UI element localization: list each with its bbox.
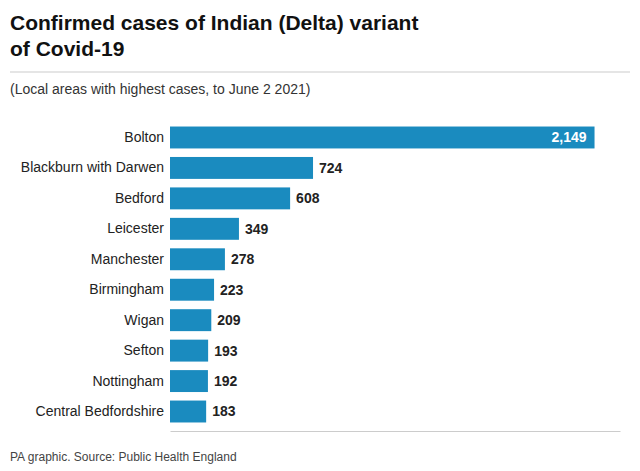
bar <box>170 370 208 392</box>
data-label: 349 <box>245 221 269 237</box>
tick-label: Sefton <box>124 342 164 358</box>
data-label: 192 <box>214 373 238 389</box>
bar <box>170 279 214 301</box>
bar <box>170 127 595 149</box>
divider <box>10 71 630 72</box>
bar <box>170 340 208 362</box>
tick: Wigan <box>124 312 170 328</box>
tick: Manchester <box>91 251 170 267</box>
tick-label: Bedford <box>115 190 164 206</box>
data-label: 209 <box>217 312 241 328</box>
bar <box>170 248 225 270</box>
data-label: 223 <box>220 282 244 298</box>
data-label: 278 <box>231 251 255 267</box>
tick: Birmingham <box>89 281 170 297</box>
plot: Bolton Blackburn with Darwen Bedford Leices… <box>21 127 621 432</box>
data-label: 608 <box>296 190 320 206</box>
chart: Confirmed cases of Indian (Delta) varian… <box>0 0 640 471</box>
data-label: 193 <box>214 343 238 359</box>
data-labels: 183 192 193 209 223 278 349 608 724 2,149 <box>212 129 587 419</box>
bar <box>170 187 290 209</box>
tick: Central Bedfordshire <box>36 403 170 419</box>
x-axis <box>171 431 621 432</box>
bar <box>170 157 313 179</box>
tick: Blackburn with Darwen <box>21 159 170 175</box>
footer: PA graphic. Source: Public Health Englan… <box>10 450 237 464</box>
tick: Bolton <box>124 129 170 145</box>
y-axis: Bolton Blackburn with Darwen Bedford Leices… <box>21 129 170 419</box>
bar <box>170 309 211 331</box>
tick-label: Blackburn with Darwen <box>21 159 164 175</box>
title: of Covid-19 <box>10 37 124 60</box>
axis-line <box>171 431 621 432</box>
data-label: 2,149 <box>551 129 586 145</box>
data-label: 183 <box>212 403 236 419</box>
tick-label: Nottingham <box>92 373 164 389</box>
bars <box>170 127 595 423</box>
tick: Bedford <box>115 190 170 206</box>
tick-label: Manchester <box>91 251 164 267</box>
tick: Sefton <box>124 342 170 358</box>
subtitle: (Local areas with highest cases, to June… <box>10 81 310 97</box>
tick: Leicester <box>107 220 170 236</box>
tick: Nottingham <box>92 373 170 389</box>
tick-label: Birmingham <box>89 281 164 297</box>
title: Confirmed cases of Indian (Delta) varian… <box>10 11 418 34</box>
bar <box>170 218 239 240</box>
data-label: 724 <box>319 160 343 176</box>
tick-label: Central Bedfordshire <box>36 403 165 419</box>
tick-label: Wigan <box>124 312 164 328</box>
tick-label: Leicester <box>107 220 164 236</box>
bar <box>170 401 206 423</box>
tick-label: Bolton <box>124 129 164 145</box>
